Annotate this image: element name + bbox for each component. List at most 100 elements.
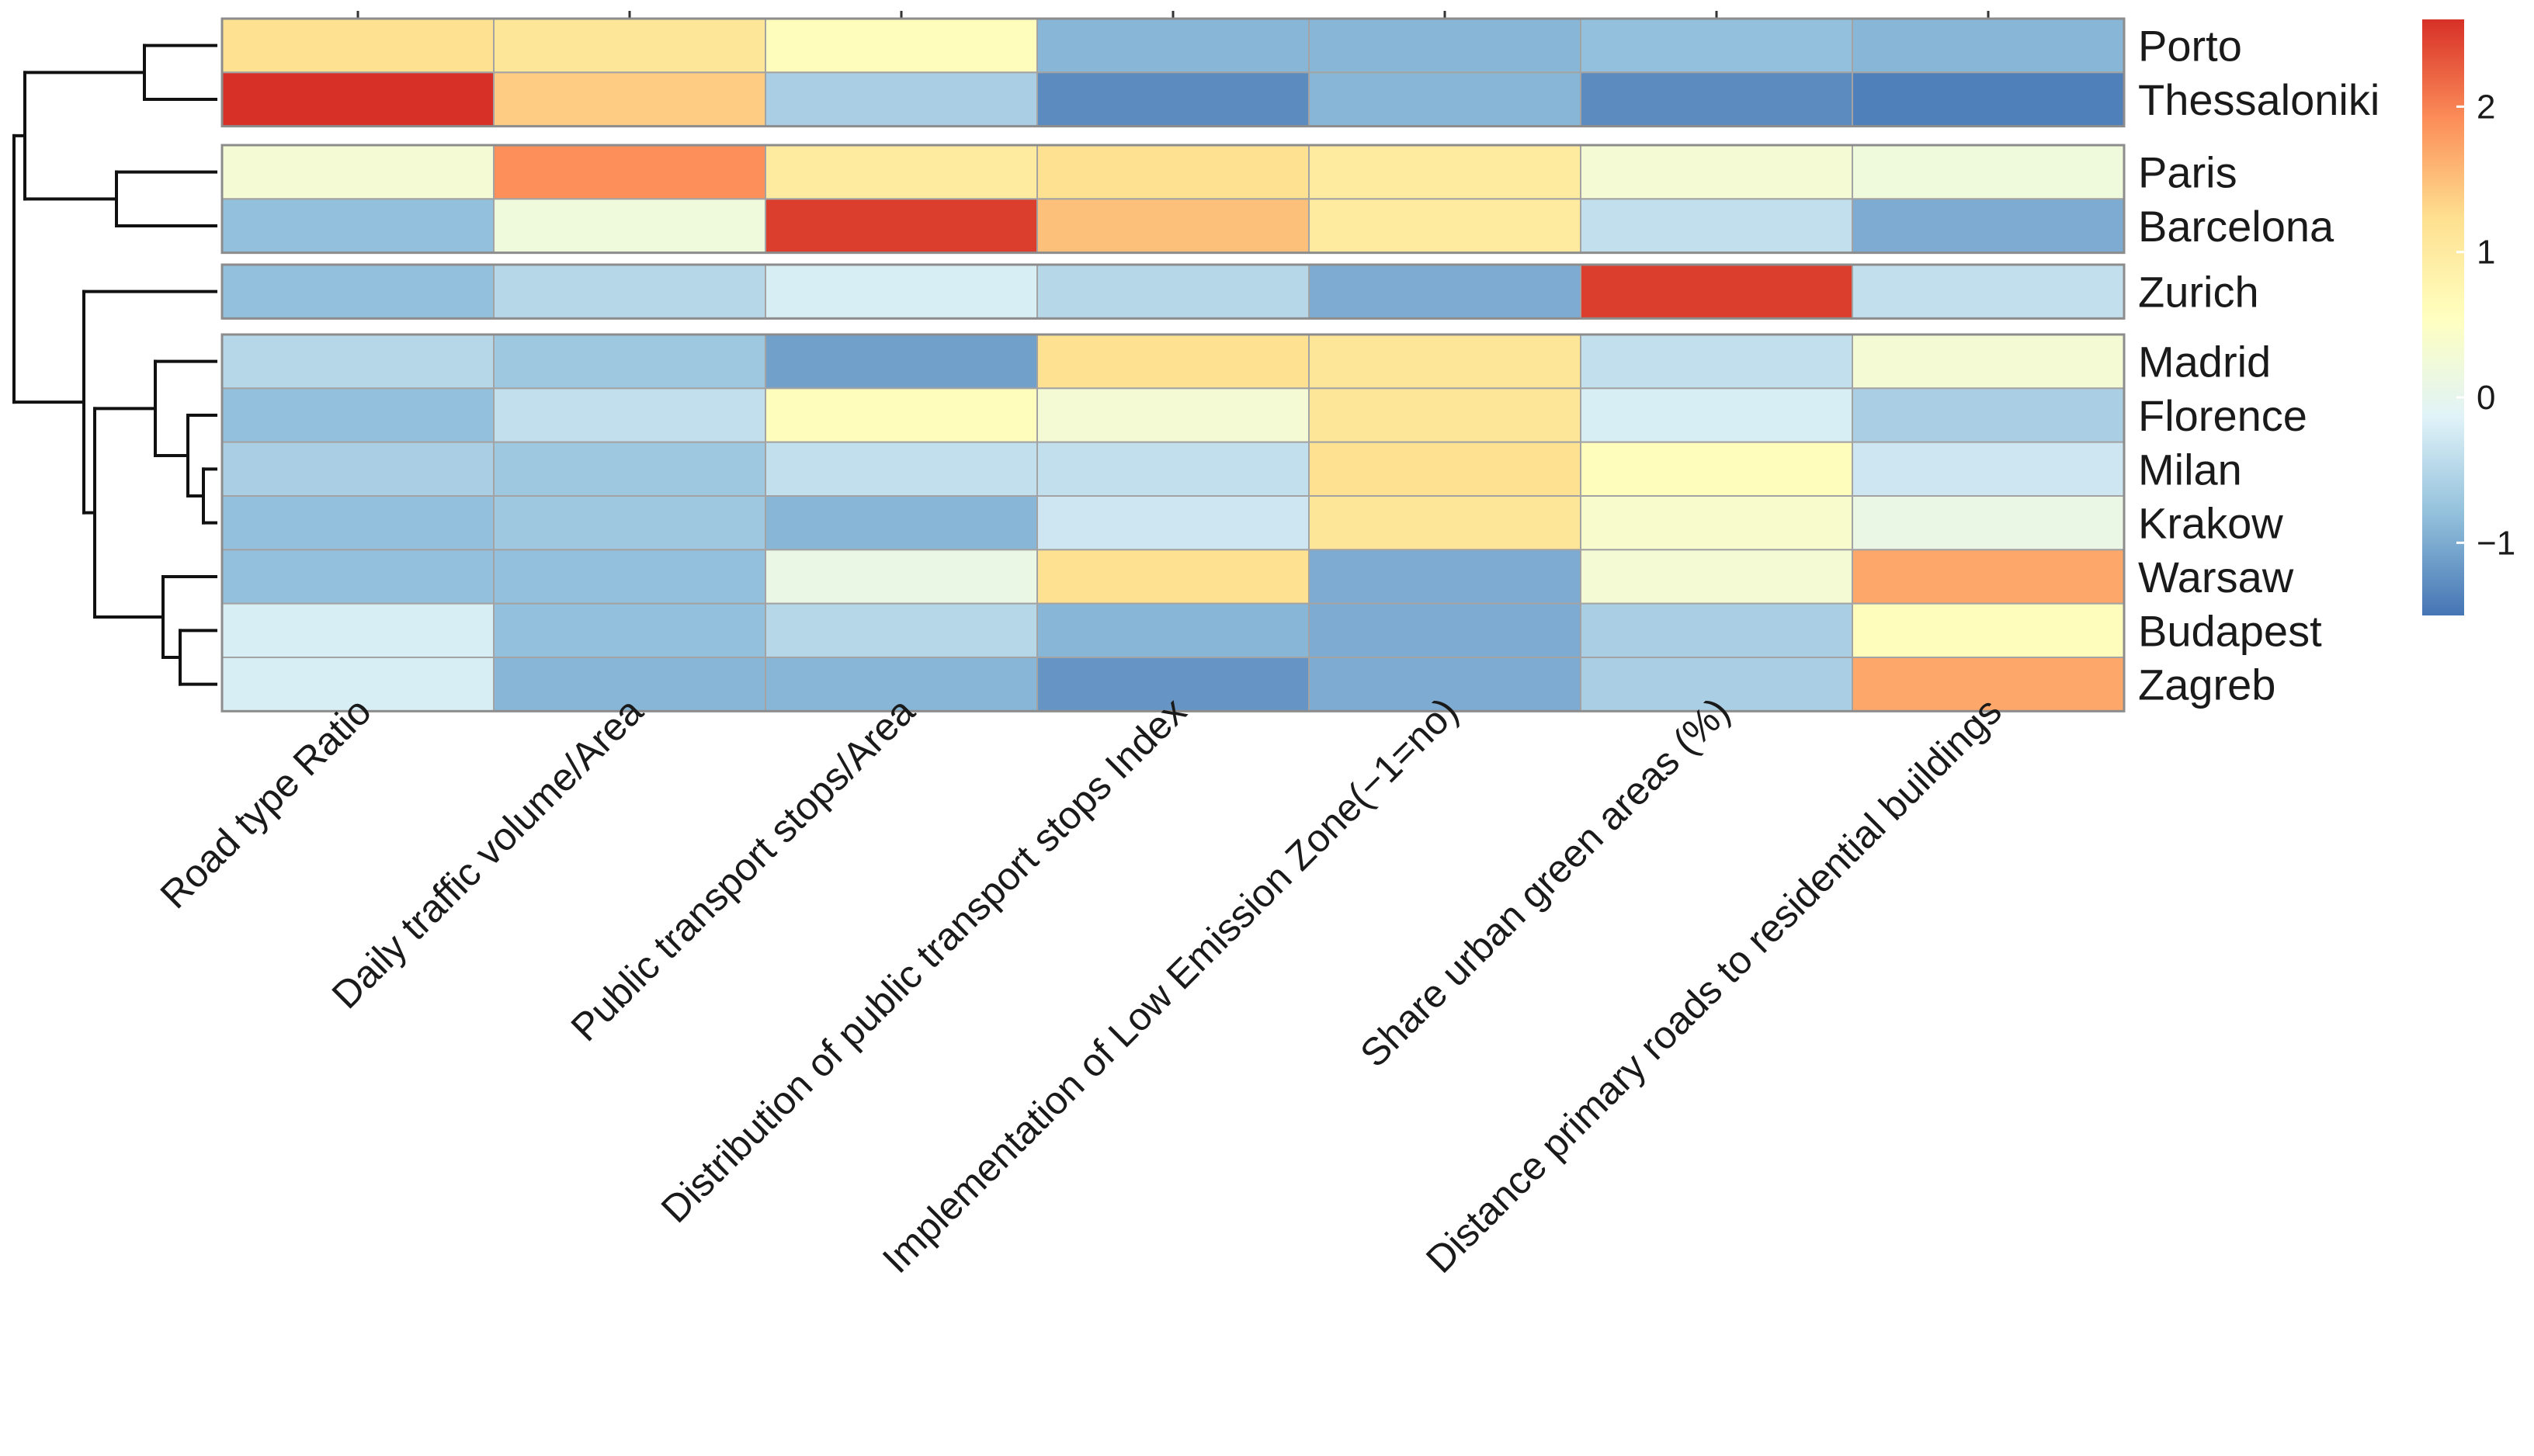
heatmap-cell (765, 387, 1038, 443)
heatmap-cell (765, 441, 1038, 497)
heatmap-cell (1580, 495, 1853, 551)
column-label: Road type Ratio (152, 689, 380, 917)
row-label: Paris (2138, 148, 2237, 197)
heatmap-cell (1852, 198, 2125, 254)
heatmap-cell (221, 549, 495, 605)
row-label: Florence (2138, 391, 2307, 440)
color-bar-tick-label: 1 (2477, 234, 2495, 272)
heatmap-cell (221, 144, 495, 200)
heatmap-cell (765, 198, 1038, 254)
heatmap-cell (1308, 144, 1581, 200)
heatmap-cell (221, 198, 495, 254)
heatmap-cell (221, 264, 495, 320)
heatmap-cell (1308, 18, 1581, 74)
column-label: Daily traffic volume/Area (324, 689, 651, 1017)
heatmap-cell (493, 264, 766, 320)
heatmap-cell (1580, 441, 1853, 497)
heatmap-cell (493, 602, 766, 659)
heatmap-cell (765, 334, 1038, 390)
row-label: Porto (2138, 22, 2242, 71)
heatmap-cell (765, 18, 1038, 74)
heatmap-cell (1308, 264, 1581, 320)
heatmap-cell (1308, 441, 1581, 497)
heatmap-cell (1308, 495, 1581, 551)
heatmap-cell (1852, 495, 2125, 551)
heatmap-cell (493, 549, 766, 605)
color-bar-tick-label: 2 (2477, 88, 2495, 126)
heatmap-cell (221, 387, 495, 443)
heatmap-cell (221, 441, 495, 497)
heatmap-cell (493, 198, 766, 254)
row-label: Budapest (2138, 606, 2322, 655)
heatmap-cell (1580, 144, 1853, 200)
heatmap-cell (1852, 264, 2125, 320)
heatmap-cell (221, 495, 495, 551)
heatmap-cell (1036, 144, 1310, 200)
row-label: Warsaw (2138, 553, 2294, 601)
heatmap-cell (1036, 387, 1310, 443)
heatmap-cell (493, 387, 766, 443)
heatmap-cell (1580, 71, 1853, 127)
heatmap-cell (493, 144, 766, 200)
heatmap-cell (1580, 549, 1853, 605)
heatmap-cell (221, 602, 495, 659)
color-bar-tick-label: −1 (2477, 524, 2515, 562)
column-label: Distance primary roads to residential bu… (1418, 689, 2010, 1281)
row-group-frame (220, 263, 2126, 320)
heatmap-cell (221, 334, 495, 390)
heatmap-cell (1852, 387, 2125, 443)
heatmap-cell (1308, 71, 1581, 127)
heatmap-cell (1852, 18, 2125, 74)
heatmap-cell (1852, 71, 2125, 127)
heatmap-cell (1852, 334, 2125, 390)
heatmap-cell (1580, 602, 1853, 659)
color-bar (2422, 19, 2464, 615)
heatmap-cell (1308, 334, 1581, 390)
heatmap-cell (765, 549, 1038, 605)
heatmap-cell (765, 264, 1038, 320)
column-label: Implementation of Low Emission Zone(−1=n… (874, 689, 1467, 1281)
heatmap-cell (765, 602, 1038, 659)
row-label: Krakow (2138, 499, 2283, 548)
color-bar-tick-label: 0 (2477, 379, 2495, 417)
heatmap-cell (1036, 495, 1310, 551)
heatmap-cell (1852, 144, 2125, 200)
row-dendrogram (12, 43, 217, 686)
heatmap-cell (1036, 334, 1310, 390)
heatmap-cell (1036, 71, 1310, 127)
row-label: Zurich (2138, 268, 2259, 317)
heatmap-cell (1308, 549, 1581, 605)
heatmap-cell (1036, 602, 1310, 659)
row-label: Milan (2138, 445, 2242, 494)
heatmap-cell (1036, 441, 1310, 497)
heatmap-cell (1580, 198, 1853, 254)
heatmap-cell (493, 71, 766, 127)
heatmap-cell (493, 334, 766, 390)
heatmap-cells (220, 17, 2126, 712)
heatmap-cell (1580, 264, 1853, 320)
heatmap-cell (221, 18, 495, 74)
heatmap-cell (765, 144, 1038, 200)
heatmap-cell (1036, 657, 1310, 712)
row-label: Zagreb (2138, 660, 2275, 709)
heatmap-cell (765, 657, 1038, 712)
heatmap-cell (493, 495, 766, 551)
row-label: Barcelona (2138, 202, 2334, 251)
column-label: Distribution of public transport stops I… (653, 689, 1195, 1231)
heatmap-cell (493, 18, 766, 74)
row-label: Thessaloniki (2138, 75, 2380, 124)
heatmap-cell (1036, 549, 1310, 605)
heatmap-cell (1036, 18, 1310, 74)
row-group-frame (220, 333, 2126, 712)
heatmap-cell (1580, 657, 1853, 712)
heatmap-cell (1852, 441, 2125, 497)
heatmap-cell (1036, 198, 1310, 254)
heatmap-cell (221, 657, 495, 712)
heatmap-cell (765, 495, 1038, 551)
heatmap-cell (1308, 387, 1581, 443)
heatmap-cell (1852, 549, 2125, 605)
heatmap-cell (765, 71, 1038, 127)
heatmap-cell (1308, 657, 1581, 712)
